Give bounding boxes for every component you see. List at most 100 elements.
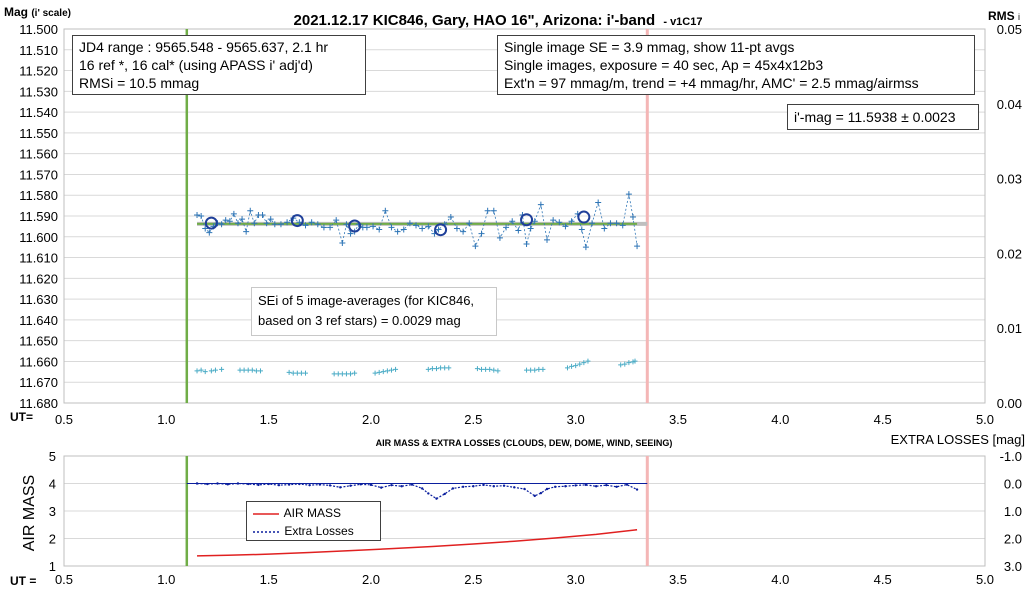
rms-point: [474, 366, 480, 372]
extra-losses-point: [584, 483, 588, 487]
bottom-x-tick-label: 0.5: [55, 572, 73, 587]
y2-tick-label: 0.03: [997, 172, 1022, 187]
extra-losses-point: [635, 488, 639, 491]
extra-losses-point: [443, 492, 446, 496]
extra-losses-point: [216, 482, 219, 485]
y-tick-label: 11.550: [19, 126, 58, 141]
rms-point: [425, 366, 431, 372]
rms-point: [487, 366, 493, 372]
extra-losses-point: [195, 482, 199, 485]
extra-losses-point: [267, 482, 270, 486]
bottom-gridlines: [64, 455, 985, 567]
y-tick-label: 11.570: [19, 167, 58, 182]
rms-point: [380, 369, 386, 375]
single-image-point: [296, 219, 303, 226]
single-image-point: [435, 226, 442, 233]
bottom-x-tick-label: 2.0: [362, 572, 380, 587]
single-image-point: [419, 225, 426, 232]
single-image-point: [634, 243, 641, 250]
chart-title-main: 2021.12.17 KIC846, Gary, HAO 16", Arizon…: [294, 12, 656, 29]
extra-losses-point: [318, 483, 322, 486]
extra-losses-point: [615, 485, 618, 488]
rms-point: [198, 367, 204, 373]
single-image-point: [302, 222, 309, 229]
y-tick-label: 11.650: [19, 334, 58, 349]
single-image-point: [394, 228, 401, 235]
legend: AIR MASS Extra Losses: [246, 501, 381, 541]
avg-point: [577, 210, 591, 224]
single-image-point: [425, 223, 432, 230]
single-image-point: [382, 207, 389, 214]
y2-axis-label: RMS i: [988, 9, 1020, 23]
extra-losses-point: [349, 484, 352, 487]
extra-losses-point: [247, 482, 250, 486]
bottom-y-tick-label: 2: [49, 532, 56, 547]
rms-point: [286, 369, 292, 375]
bottom-x-tick-label: 2.5: [464, 572, 482, 587]
chart-title: 2021.12.17 KIC846, Gary, HAO 16", Arizon…: [294, 12, 703, 29]
single-image-point: [206, 229, 213, 236]
extra-losses-line: [197, 482, 638, 500]
rms-point: [388, 367, 394, 373]
single-image-point: [376, 226, 383, 233]
y-tick-label: 11.590: [19, 209, 58, 224]
extra-losses-point: [427, 492, 430, 495]
x-tick-label: 1.0: [157, 412, 175, 427]
single-image-point: [527, 225, 534, 232]
y-tick-label: 11.670: [19, 375, 58, 390]
y-axis-label-main: Mag: [4, 5, 28, 19]
bottom-y-tick-labels: 5 4 3 2 1: [49, 449, 56, 574]
single-image-point: [453, 225, 460, 232]
extra-losses-point: [257, 483, 260, 487]
top-plot-frame: [63, 28, 986, 404]
y-tick-label: 11.600: [19, 230, 58, 245]
y2-tick-label: 0.05: [997, 22, 1022, 37]
extra-losses-point: [502, 484, 506, 487]
single-image-point: [472, 243, 479, 250]
extra-losses-point: [380, 486, 383, 489]
extra-losses-point: [539, 491, 543, 495]
x-tick-label: 3.5: [669, 412, 687, 427]
single-image-point: [251, 220, 258, 227]
bottom-y2-tick-label: 2.0: [1004, 532, 1022, 547]
rms-point: [348, 371, 354, 377]
rms-point: [622, 361, 628, 367]
extra-losses-point: [605, 483, 608, 487]
single-image-point: [544, 236, 551, 243]
single-image-point: [607, 220, 614, 227]
rms-point: [618, 362, 624, 368]
avg-point: [290, 214, 304, 228]
single-image-point: [629, 214, 636, 221]
rms-point: [495, 368, 501, 374]
avg-point: [520, 213, 534, 227]
extra-losses-point: [400, 485, 403, 488]
rms-point: [352, 370, 358, 376]
single-image-point: [406, 220, 413, 227]
single-image-point: [619, 222, 626, 229]
y-tick-label: 11.530: [19, 84, 58, 99]
extra-losses-point: [594, 485, 598, 488]
rms-point: [303, 370, 309, 376]
rms-point: [257, 368, 263, 374]
y-tick-label: 11.660: [19, 354, 58, 369]
single-image-point: [523, 241, 530, 248]
chart-title-version: - v1C17: [663, 16, 702, 28]
legend-air-mass-swatch: [253, 513, 279, 515]
y-tick-label: 11.510: [19, 43, 58, 58]
single-image-point: [550, 217, 557, 224]
single-image-point: [230, 210, 237, 217]
legend-item-extra-losses: Extra Losses: [253, 523, 354, 539]
y2-tick-label: 0.00: [997, 396, 1022, 411]
rms-point: [585, 358, 591, 364]
rms-point: [446, 365, 452, 371]
x-tick-label: 5.0: [976, 412, 994, 427]
se-note-line-2: based on 3 ref stars) = 0.0029 mag: [258, 313, 461, 328]
x-tick-label: 1.5: [260, 412, 278, 427]
rms-point: [384, 368, 390, 374]
extra-losses-point: [339, 486, 342, 489]
single-image-point: [582, 244, 589, 251]
single-image-point: [271, 221, 278, 228]
y-tick-label: 11.620: [19, 271, 58, 286]
y-tick-label: 11.640: [19, 313, 58, 328]
y-tick-label: 11.520: [19, 64, 58, 79]
